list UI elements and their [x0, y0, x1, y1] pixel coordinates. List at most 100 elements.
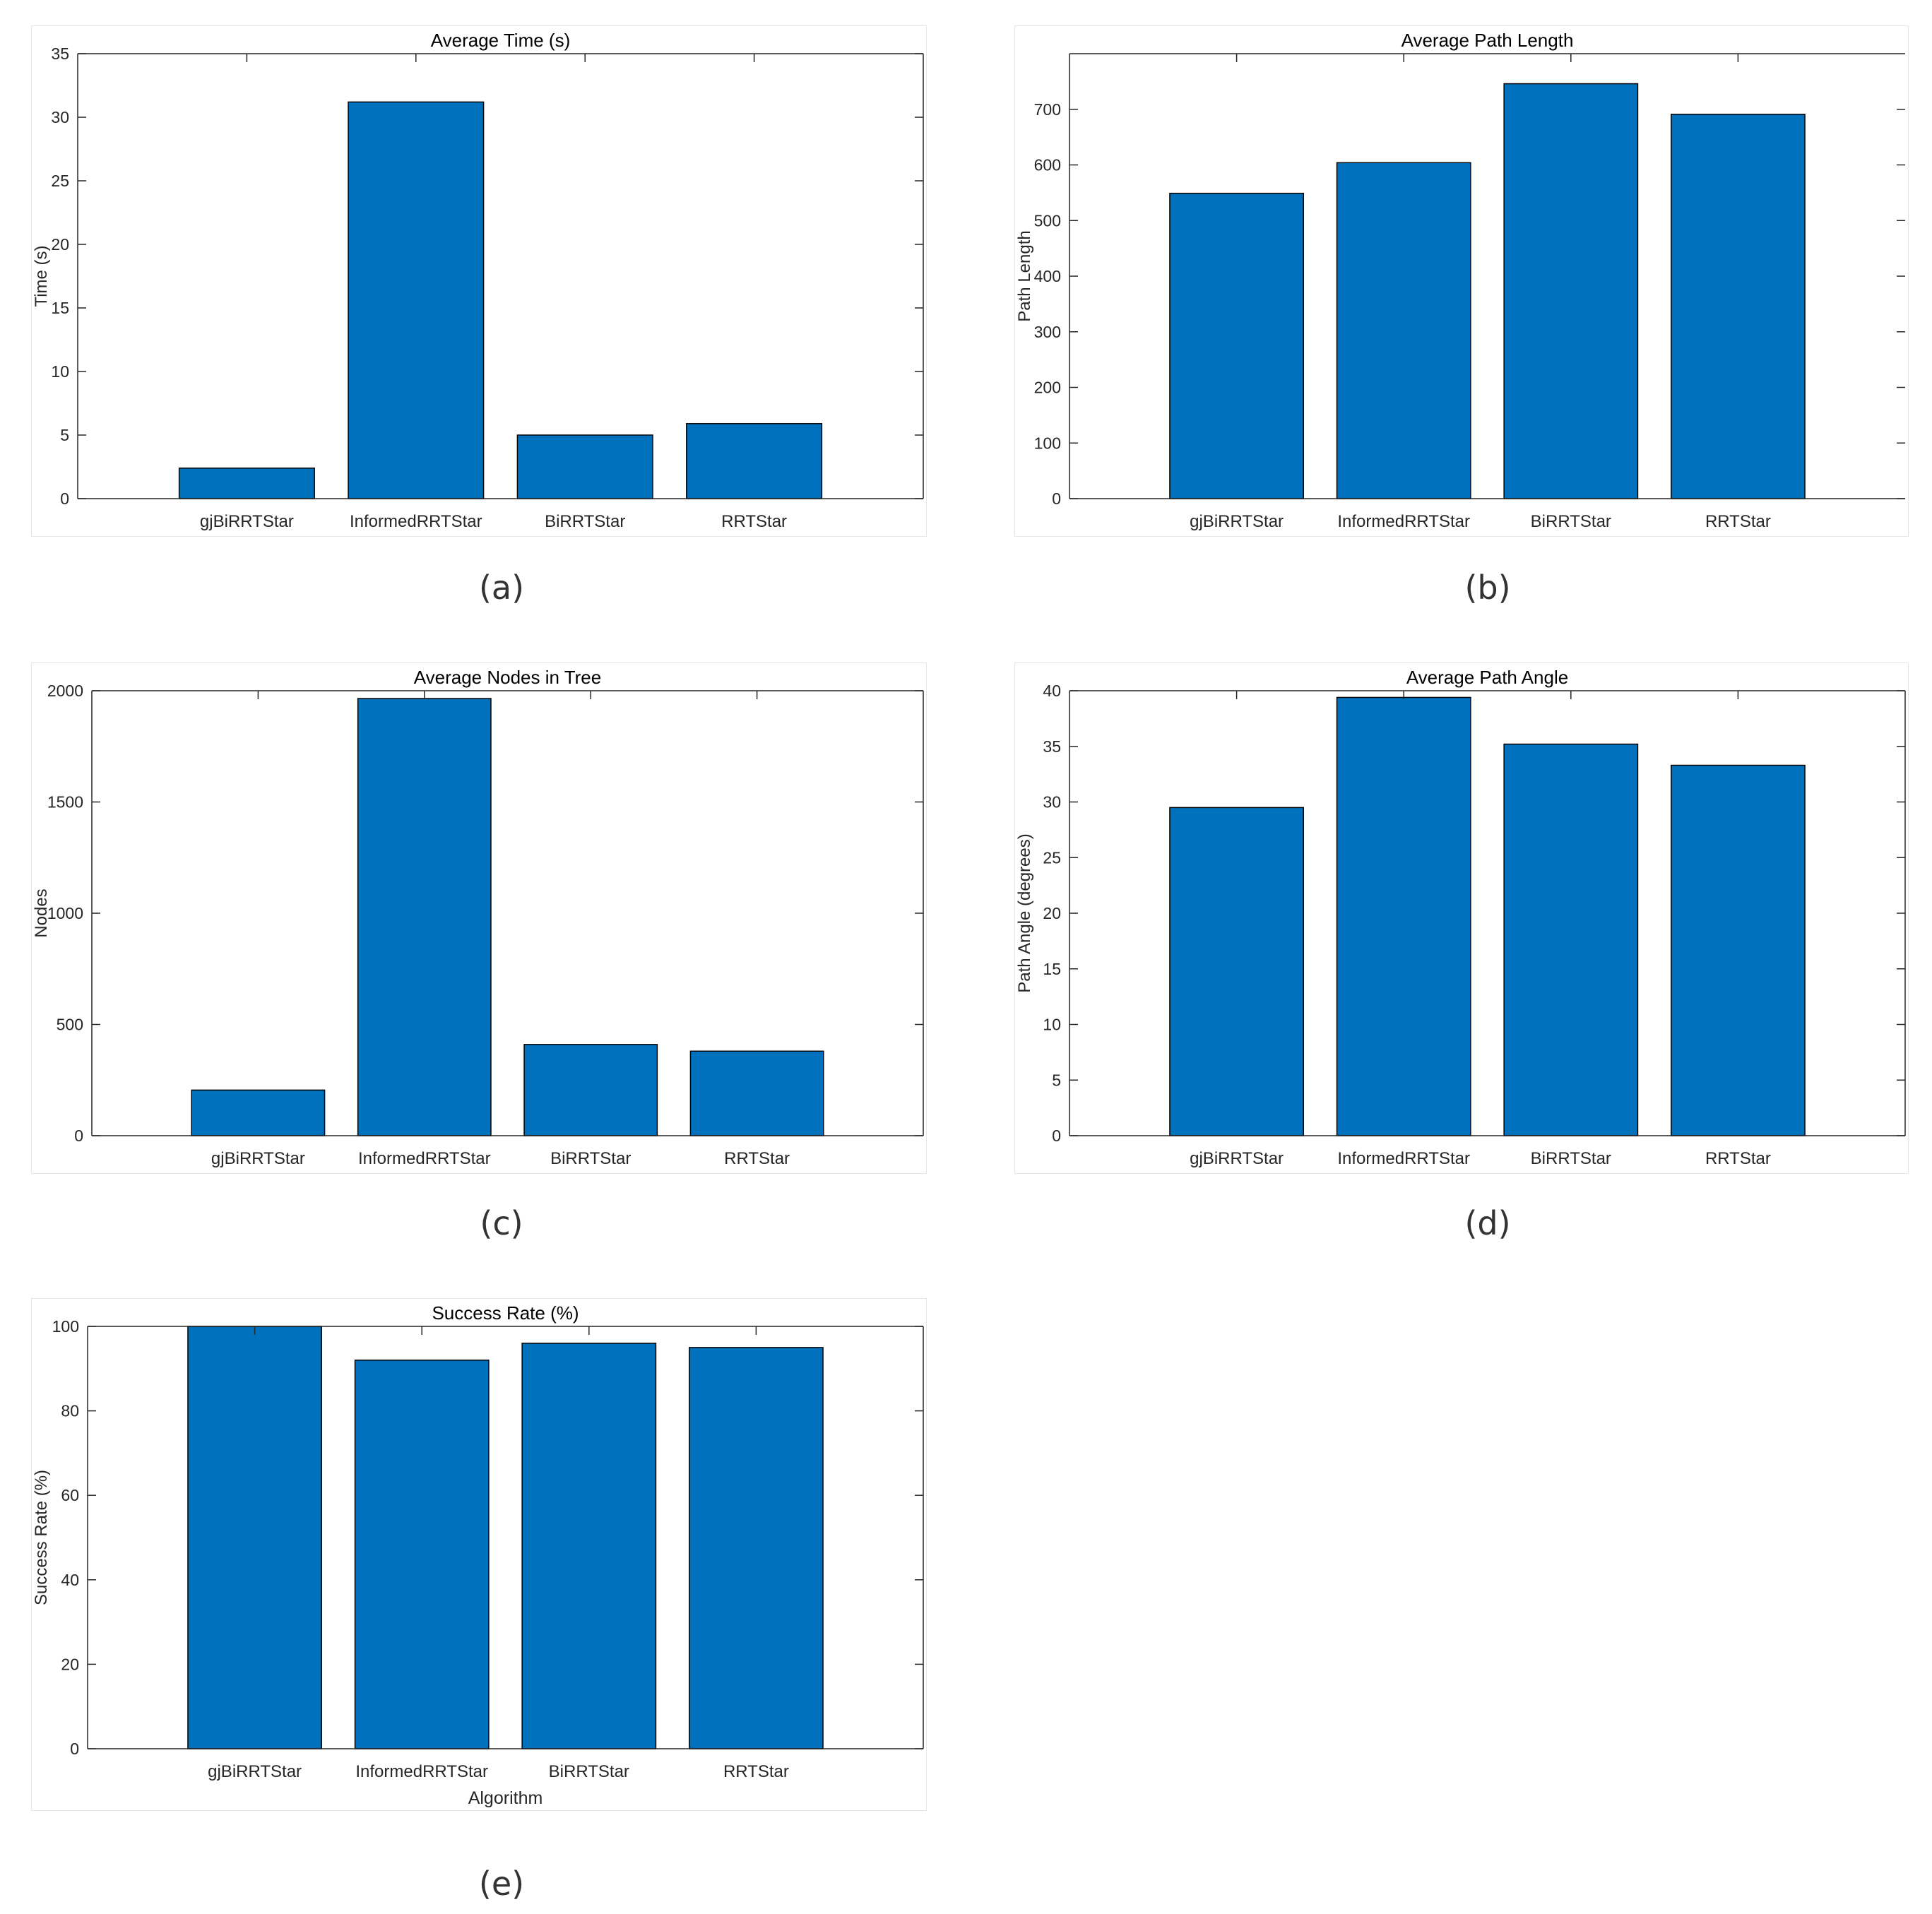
bar-birrtstar — [1503, 743, 1639, 1136]
bar-group — [1169, 83, 1806, 499]
chart-title: Success Rate (%) — [432, 1302, 579, 1324]
bar-gjbirrtstar — [191, 1089, 326, 1136]
chart-panel-e: 0 20 40 60 80 100 gjBiRRTStar InformedRRTStar Bi… — [31, 1298, 927, 1811]
chart-title: Average Path Length — [1401, 30, 1574, 51]
y-tick-label: 30 — [51, 108, 69, 126]
x-axis-label: Algorithm — [468, 1788, 543, 1808]
x-tick-label: BiRRTStar — [545, 512, 625, 531]
bar-group — [191, 698, 824, 1136]
x-tick-label: gjBiRRTStar — [211, 1149, 305, 1168]
bar-rrtstar — [689, 1050, 824, 1136]
y-tick-label: 0 — [70, 1740, 79, 1758]
y-axis-label: Path Angle (degrees) — [1015, 833, 1034, 992]
y-tick-label: 30 — [1043, 793, 1061, 812]
y-tick-label: 400 — [1034, 267, 1061, 285]
y-tick-label: 60 — [61, 1486, 79, 1504]
y-tick-group: 0 100 200 300 400 500 600 700 — [1034, 100, 1905, 508]
bar-rrtstar — [686, 423, 823, 499]
y-tick-label: 20 — [61, 1655, 79, 1673]
chart-panel-c: 0 500 1000 1500 2000 gjBiRRTStar InformedRRTSt… — [31, 662, 927, 1174]
y-tick-label: 500 — [1034, 211, 1061, 230]
x-tick-label: BiRRTStar — [550, 1149, 631, 1168]
y-tick-label: 100 — [52, 1317, 79, 1336]
bar-group — [178, 101, 823, 499]
caption-d: (d) — [1464, 1204, 1511, 1242]
x-tick-label: RRTStar — [1705, 512, 1771, 531]
y-tick-label: 25 — [1043, 848, 1061, 867]
bar-rrtstar — [1671, 114, 1806, 499]
bar-birrtstar — [516, 434, 653, 499]
x-tick-label: RRTStar — [723, 1762, 789, 1781]
y-tick-label: 300 — [1034, 323, 1061, 341]
x-tick-label: RRTStar — [1705, 1149, 1771, 1168]
bar-birrtstar — [523, 1044, 658, 1136]
y-tick-label: 5 — [60, 426, 69, 444]
bar-group — [1169, 696, 1806, 1136]
x-tick-label: gjBiRRTStar — [1190, 512, 1284, 531]
chart-panel-b: 0 100 200 300 400 500 600 700 gjBiRRTStar Informe… — [1014, 25, 1909, 537]
bar-informedrrtstar — [348, 101, 485, 499]
y-tick-label: 15 — [1043, 960, 1061, 978]
chart-svg-e: 0 20 40 60 80 100 gjBiRRTStar InformedRRTStar Bi… — [31, 1298, 927, 1811]
y-tick-label: 10 — [1043, 1016, 1061, 1034]
x-tick-label: BiRRTStar — [1531, 1149, 1611, 1168]
y-tick-label: 20 — [51, 235, 69, 254]
caption-b: (b) — [1464, 569, 1511, 607]
y-axis-label: Nodes — [32, 888, 51, 937]
chart-title: Average Time (s) — [431, 30, 570, 51]
bar-birrtstar — [521, 1343, 657, 1749]
x-tick-label: InformedRRTStar — [355, 1762, 488, 1781]
x-tick-label: InformedRRTStar — [1337, 512, 1470, 531]
x-tick-label: gjBiRRTStar — [200, 512, 294, 531]
chart-svg-a: 0 5 10 15 20 25 30 35 gjBiRRTStar InformedRRTStar… — [31, 25, 927, 537]
x-tick-group: gjBiRRTStar InformedRRTStar BiRRTStar RRTSt… — [1190, 691, 1771, 1168]
caption-c: (c) — [480, 1204, 523, 1242]
y-tick-label: 200 — [1034, 379, 1061, 397]
y-axis-label: Success Rate (%) — [32, 1470, 51, 1605]
y-tick-group: 0 5 10 15 20 25 30 35 40 — [1043, 682, 1905, 1145]
bar-rrtstar — [1671, 764, 1806, 1136]
x-tick-group: gjBiRRTStar InformedRRTStar BiRRTStar RRTSt… — [200, 54, 787, 531]
y-tick-label: 35 — [51, 44, 69, 63]
x-tick-label: gjBiRRTStar — [1190, 1149, 1284, 1168]
chart-title: Average Nodes in Tree — [414, 667, 601, 688]
bar-group — [187, 1326, 824, 1749]
chart-title: Average Path Angle — [1406, 667, 1568, 688]
x-tick-label: BiRRTStar — [1531, 512, 1611, 531]
y-tick-label: 2000 — [47, 682, 83, 700]
y-tick-label: 15 — [51, 299, 69, 317]
x-tick-label: RRTStar — [724, 1149, 790, 1168]
x-tick-group: gjBiRRTStar InformedRRTStar BiRRTStar RRTSt… — [1190, 54, 1771, 531]
x-tick-label: BiRRTStar — [549, 1762, 629, 1781]
y-tick-label: 0 — [1052, 1127, 1061, 1145]
bar-informedrrtstar — [357, 698, 492, 1136]
chart-svg-b: 0 100 200 300 400 500 600 700 gjBiRRTStar Informe… — [1014, 25, 1909, 537]
x-tick-group: gjBiRRTStar InformedRRTStar BiRRTStar RRTSt… — [211, 691, 790, 1168]
y-tick-label: 5 — [1052, 1071, 1061, 1089]
y-axis-label: Time (s) — [32, 245, 51, 307]
y-tick-group: 0 5 10 15 20 25 30 35 — [51, 44, 923, 508]
y-tick-label: 100 — [1034, 434, 1061, 452]
bar-rrtstar — [689, 1347, 824, 1749]
chart-svg-c: 0 500 1000 1500 2000 gjBiRRTStar InformedRRTSt… — [31, 662, 927, 1174]
bar-informedrrtstar — [1336, 696, 1471, 1136]
bar-gjbirrtstar — [178, 468, 315, 499]
y-tick-label: 40 — [1043, 682, 1061, 700]
y-tick-label: 20 — [1043, 904, 1061, 922]
y-tick-label: 0 — [74, 1127, 83, 1145]
y-tick-label: 500 — [57, 1016, 83, 1034]
x-tick-label: InformedRRTStar — [350, 512, 482, 531]
y-tick-label: 1000 — [47, 904, 83, 922]
bar-informedrrtstar — [354, 1360, 490, 1749]
y-tick-group: 0 20 40 60 80 100 — [52, 1317, 923, 1758]
y-tick-label: 0 — [60, 489, 69, 508]
chart-panel-d: 0 5 10 15 20 25 30 35 40 gjBiRRTStar InformedRRTSt… — [1014, 662, 1909, 1174]
x-tick-label: InformedRRTStar — [1337, 1149, 1470, 1168]
caption-a: (a) — [478, 569, 525, 607]
chart-svg-d: 0 5 10 15 20 25 30 35 40 gjBiRRTStar InformedRRTSt… — [1014, 662, 1909, 1174]
y-tick-label: 25 — [51, 172, 69, 190]
bar-gjbirrtstar — [1169, 192, 1304, 499]
y-tick-label: 40 — [61, 1571, 79, 1589]
x-tick-label: gjBiRRTStar — [208, 1762, 302, 1781]
chart-panel-a: 0 5 10 15 20 25 30 35 gjBiRRTStar InformedRRTStar… — [31, 25, 927, 537]
